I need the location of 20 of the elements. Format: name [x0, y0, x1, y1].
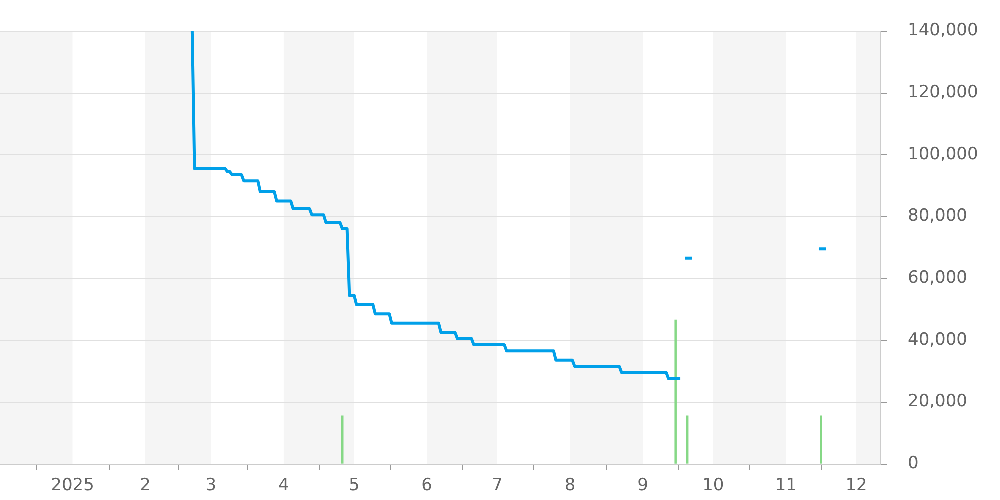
x-tick-label: 12	[846, 476, 868, 496]
y-tick-label: 120,000	[908, 82, 978, 102]
x-tick-label: 2	[140, 476, 151, 496]
x-tick-label: 3	[206, 476, 217, 496]
y-tick-label: 60,000	[908, 268, 968, 288]
x-tick-label: 4	[278, 476, 290, 496]
x-tick-label: 2025	[51, 476, 94, 496]
y-tick-label: 100,000	[908, 144, 978, 164]
y-tick-label: 20,000	[908, 392, 968, 412]
y-tick-label: 140,000	[908, 20, 978, 41]
x-tick-label: 7	[492, 476, 503, 496]
x-tick-label: 10	[702, 476, 724, 496]
x-tick-label: 5	[348, 476, 360, 496]
x-tick-label: 11	[775, 476, 797, 496]
x-tick-label: 8	[564, 476, 576, 496]
y-tick-label: 80,000	[908, 206, 968, 226]
x-tick-label: 9	[638, 476, 648, 496]
x-tick-label: 6	[422, 476, 433, 496]
y-tick-label: 0	[908, 453, 919, 474]
y-tick-label: 40,000	[908, 330, 968, 350]
